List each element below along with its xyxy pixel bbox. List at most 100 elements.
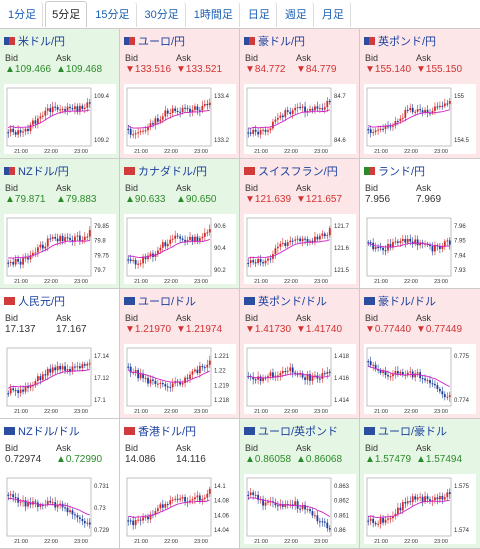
plot-frame bbox=[246, 477, 332, 537]
candle-body bbox=[389, 243, 392, 248]
candle-body bbox=[301, 106, 304, 108]
bid-label: Bid bbox=[365, 443, 379, 453]
candle-body bbox=[421, 110, 424, 113]
mini-chart[interactable]: 0.731 0.73 0.729 21:00 22:00 23:00 bbox=[4, 474, 116, 544]
bid-label: Bid bbox=[5, 53, 19, 63]
candle-body bbox=[69, 369, 71, 372]
candle-body bbox=[149, 379, 152, 384]
tab-3[interactable]: 30分足 bbox=[139, 1, 186, 27]
tab-2[interactable]: 15分足 bbox=[89, 1, 137, 27]
x-tick-label: 21:00 bbox=[14, 149, 28, 154]
pair-link[interactable]: ランド/円 bbox=[378, 166, 426, 178]
pair-link[interactable]: ユーロ/豪ドル bbox=[378, 426, 448, 438]
mini-chart[interactable]: 133.4 133.2 21:00 22:00 23:00 bbox=[124, 84, 236, 154]
candle-body bbox=[56, 366, 59, 371]
pair-link[interactable]: 英ポンド/円 bbox=[378, 36, 437, 48]
candle-body bbox=[74, 514, 76, 516]
candle-body bbox=[147, 127, 149, 131]
candle-body bbox=[41, 115, 44, 117]
candle-body bbox=[88, 230, 91, 237]
mini-chart[interactable]: 14.1 14.08 14.06 14.04 21:00 22:00 23:00 bbox=[124, 474, 236, 544]
pair-link[interactable]: 豪ドル/ドル bbox=[378, 296, 437, 308]
pair-link[interactable]: スイスフラン/円 bbox=[258, 166, 338, 178]
candle-body bbox=[374, 522, 377, 525]
pair-link[interactable]: 豪ドル/円 bbox=[258, 36, 306, 48]
mini-chart[interactable]: 0.775 0.774 21:00 22:00 23:00 bbox=[364, 344, 476, 414]
candle-body bbox=[416, 497, 419, 500]
rate-panel: ランド/円 Bid Ask 7.956 7.969 7.96 7.95 7.94 7.… bbox=[360, 159, 480, 289]
candle-body bbox=[426, 380, 429, 382]
candle-body bbox=[69, 237, 71, 240]
x-tick-label: 22:00 bbox=[44, 409, 58, 414]
pair-link[interactable]: 米ドル/円 bbox=[18, 36, 66, 48]
pair-link[interactable]: ユーロ/円 bbox=[138, 36, 186, 48]
pair-link[interactable]: 英ポンド/ドル bbox=[258, 296, 328, 308]
tab-5[interactable]: 日足 bbox=[242, 1, 277, 27]
x-tick-label: 23:00 bbox=[434, 409, 448, 414]
candle-body bbox=[139, 519, 142, 521]
candle-body bbox=[321, 521, 324, 523]
mini-chart[interactable]: 1.575 1.574 21:00 22:00 23:00 bbox=[364, 474, 476, 544]
candle-body bbox=[294, 239, 297, 241]
mini-chart[interactable]: 1.418 1.416 1.414 21:00 22:00 23:00 bbox=[244, 344, 356, 414]
candle-body bbox=[424, 496, 426, 502]
mini-chart[interactable]: 1.221 1.22 1.219 1.218 21:00 22:00 23:00 bbox=[124, 344, 236, 414]
candle-body bbox=[289, 111, 292, 114]
mini-chart[interactable]: 155 154.5 21:00 22:00 23:00 bbox=[364, 84, 476, 154]
candle-body bbox=[54, 237, 57, 239]
bid-label: Bid bbox=[245, 183, 259, 193]
candle-body bbox=[406, 501, 409, 504]
mini-chart[interactable]: 7.96 7.95 7.94 7.93 21:00 22:00 23:00 bbox=[364, 214, 476, 284]
mini-chart[interactable]: 109.4 109.2 21:00 22:00 23:00 bbox=[4, 84, 116, 154]
tab-1[interactable]: 5分足 bbox=[45, 1, 88, 27]
candle-body bbox=[149, 123, 152, 128]
x-tick-label: 23:00 bbox=[194, 539, 208, 544]
candle-body bbox=[316, 236, 319, 240]
candle-body bbox=[382, 517, 384, 523]
candle-body bbox=[86, 236, 89, 238]
pair-link[interactable]: ユーロ/ドル bbox=[138, 296, 197, 308]
tab-4[interactable]: 1時間足 bbox=[188, 1, 240, 27]
candle-body bbox=[206, 232, 209, 234]
mini-chart[interactable]: 0.863 0.862 0.861 0.86 21:00 22:00 23:00 bbox=[244, 474, 356, 544]
ask-label: Ask bbox=[176, 53, 192, 63]
pair-link[interactable]: 人民元/円 bbox=[18, 296, 66, 308]
pair-link[interactable]: カナダドル/円 bbox=[138, 166, 208, 178]
y-tick-label: 109.2 bbox=[94, 138, 110, 144]
candle-body bbox=[59, 366, 62, 370]
tab-7[interactable]: 月足 bbox=[316, 1, 351, 27]
y-tick-label: 14.1 bbox=[214, 484, 226, 490]
candle-body bbox=[326, 522, 329, 529]
bid-ask-values: 14.086 14.116 bbox=[125, 454, 227, 465]
mini-chart[interactable]: 17.14 17.12 17.1 21:00 22:00 23:00 bbox=[4, 344, 116, 414]
pair-link[interactable]: 香港ドル/円 bbox=[138, 426, 197, 438]
tab-6[interactable]: 週足 bbox=[279, 1, 314, 27]
bid-ask-labels: Bid Ask bbox=[125, 183, 227, 193]
ask-label: Ask bbox=[296, 183, 312, 193]
candle-body bbox=[267, 258, 269, 261]
candle-body bbox=[81, 240, 84, 242]
pair-link[interactable]: NZドル/円 bbox=[18, 166, 69, 178]
mini-chart[interactable]: 90.6 90.4 90.2 21:00 22:00 23:00 bbox=[124, 214, 236, 284]
pair-link[interactable]: ユーロ/英ポンド bbox=[258, 426, 339, 438]
candlestick-chart: 79.85 79.8 79.75 79.7 21:00 22:00 23:00 bbox=[6, 217, 110, 284]
y-tick-label: 0.86 bbox=[334, 528, 346, 534]
mini-chart[interactable]: 79.85 79.8 79.75 79.7 21:00 22:00 23:00 bbox=[4, 214, 116, 284]
candle-body bbox=[309, 509, 311, 512]
candle-body bbox=[249, 260, 252, 264]
mini-chart[interactable]: 84.7 84.6 21:00 22:00 23:00 bbox=[244, 84, 356, 154]
candle-body bbox=[399, 371, 402, 374]
candle-body bbox=[379, 128, 382, 130]
tab-0[interactable]: 1分足 bbox=[2, 1, 44, 27]
panel-header: ユーロ/ドル bbox=[124, 294, 196, 308]
pair-link[interactable]: NZドル/ドル bbox=[18, 426, 80, 438]
candle-body bbox=[83, 521, 86, 524]
candle-body bbox=[372, 132, 375, 134]
candlestick-chart: 0.731 0.73 0.729 21:00 22:00 23:00 bbox=[6, 477, 110, 544]
candle-body bbox=[431, 383, 434, 385]
bid-ask-labels: Bid Ask bbox=[245, 313, 347, 323]
candle-body bbox=[404, 502, 407, 504]
mini-chart[interactable]: 121.7 121.6 121.5 21:00 22:00 23:00 bbox=[244, 214, 356, 284]
y-tick-label: 133.2 bbox=[214, 138, 230, 144]
x-tick-label: 23:00 bbox=[74, 149, 88, 154]
